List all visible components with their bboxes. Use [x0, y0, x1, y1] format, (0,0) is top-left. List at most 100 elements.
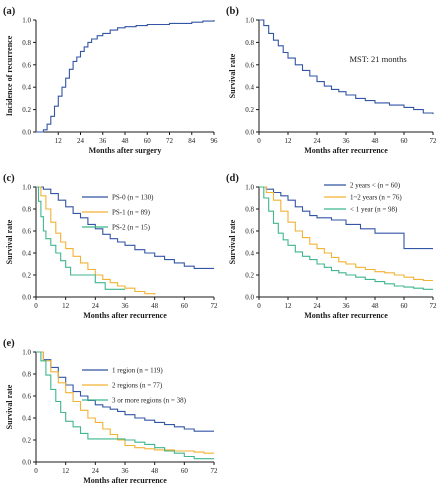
y-axis-title: Incidence of recurrence — [5, 35, 14, 116]
y-axis-title: Survival rate — [228, 53, 237, 98]
legend-label: 1~2 years (n = 76) — [350, 194, 402, 202]
x-tick-label: 24 — [314, 302, 322, 310]
series-line-1 — [259, 19, 434, 115]
y-tick-label: 0.0 — [22, 129, 31, 137]
legend-label: 1 region (n = 119) — [112, 367, 163, 375]
y-tick-label: 0.2 — [245, 106, 254, 114]
y-tick-label: 0.2 — [245, 272, 254, 280]
x-tick-label: 48 — [151, 467, 159, 475]
y-tick-label: 0.4 — [22, 415, 31, 423]
x-axis-title: Months after recurrence — [83, 311, 167, 320]
y-tick-label: 0.2 — [22, 106, 31, 114]
series-line-1 — [36, 351, 214, 432]
series-line-2 — [36, 186, 156, 295]
x-axis-title: Months after recurrence — [304, 311, 388, 320]
series-line-1 — [259, 186, 433, 250]
legend-label: PS-2 (n = 15) — [112, 224, 151, 232]
y-tick-label: 1.0 — [22, 17, 31, 25]
y-tick-label: 1.0 — [22, 184, 31, 192]
panel-e: 0.0 0.2 0.4 0.6 0.8 1.0 0 12 24 36 48 60 72 Months af… — [3, 338, 218, 485]
panel-label: (e) — [3, 338, 15, 349]
x-tick-label: 24 — [314, 137, 322, 145]
x-tick-label: 0 — [257, 302, 261, 310]
series-line-3 — [36, 186, 125, 290]
y-axis-title: Survival rate — [228, 219, 237, 264]
series-line-3 — [259, 186, 433, 290]
y-tick-label: 0.4 — [245, 250, 254, 258]
y-tick-label: 0.0 — [245, 294, 254, 302]
x-tick-label: 72 — [211, 467, 219, 475]
y-tick-label: 1.0 — [245, 17, 254, 25]
panel-label: (b) — [226, 6, 239, 17]
x-tick-label: 12 — [62, 302, 70, 310]
x-tick-label: 0 — [257, 137, 261, 145]
legend-label: PS-1 (n = 89) — [112, 209, 151, 217]
x-tick-label: 48 — [372, 302, 380, 310]
y-tick-label: 1.0 — [22, 349, 31, 357]
legend-label: 3 or more regions (n = 38) — [112, 397, 187, 405]
x-tick-label: 24 — [92, 302, 100, 310]
x-tick-label: 72 — [430, 302, 438, 310]
x-tick-label: 36 — [343, 137, 351, 145]
x-tick-label: 24 — [92, 467, 100, 475]
x-tick-label: 12 — [55, 137, 63, 145]
x-tick-label: 12 — [62, 467, 70, 475]
y-tick-label: 0.0 — [22, 459, 31, 467]
y-tick-label: 0.4 — [245, 84, 254, 92]
x-tick-label: 48 — [151, 302, 159, 310]
legend-label: < 1 year (n = 98) — [350, 206, 398, 214]
x-tick-label: 60 — [181, 302, 189, 310]
x-tick-label: 12 — [285, 302, 293, 310]
x-tick-label: 60 — [401, 137, 409, 145]
x-axis-title: Months after recurrence — [83, 476, 167, 485]
y-tick-label: 0.6 — [22, 393, 31, 401]
annotation: MST: 21 months — [349, 54, 406, 64]
y-tick-label: 0.2 — [22, 437, 31, 445]
x-tick-label: 48 — [122, 137, 130, 145]
y-tick-label: 0.8 — [245, 39, 254, 47]
y-tick-label: 0.0 — [22, 294, 31, 302]
x-tick-label: 48 — [372, 137, 380, 145]
y-axis-title: Survival rate — [5, 219, 14, 264]
x-tick-label: 60 — [401, 302, 409, 310]
panel-b: 0.0 0.2 0.4 0.6 0.8 1.0 0 12 24 36 48 60 72 Months af… — [226, 6, 437, 155]
x-tick-label: 36 — [343, 302, 351, 310]
series-line-2 — [259, 186, 433, 282]
x-axis-title: Months after recurrence — [304, 146, 388, 155]
panel-d: 0.0 0.2 0.4 0.6 0.8 1.0 0 12 24 36 48 60 72 Months af… — [226, 173, 437, 320]
y-tick-label: 0.2 — [22, 272, 31, 280]
x-tick-label: 36 — [122, 302, 130, 310]
panel-label: (d) — [226, 173, 239, 184]
x-tick-label: 72 — [430, 137, 438, 145]
x-tick-label: 36 — [99, 137, 107, 145]
y-axis-title: Survival rate — [5, 384, 14, 429]
y-tick-label: 0.4 — [22, 84, 31, 92]
x-tick-label: 60 — [144, 137, 152, 145]
y-tick-label: 0.6 — [22, 61, 31, 69]
x-tick-label: 96 — [211, 137, 219, 145]
y-tick-label: 1.0 — [245, 184, 254, 192]
panel-c: 0.0 0.2 0.4 0.6 0.8 1.0 0 12 24 36 48 60 72 Months af… — [3, 173, 218, 320]
x-tick-label: 60 — [181, 467, 189, 475]
x-tick-label: 24 — [77, 137, 85, 145]
y-tick-label: 0.8 — [22, 39, 31, 47]
series-line-1 — [36, 20, 215, 133]
x-tick-label: 36 — [122, 467, 130, 475]
x-tick-label: 12 — [285, 137, 293, 145]
y-tick-label: 0.8 — [245, 206, 254, 214]
x-axis-title: Months after surgery — [89, 146, 162, 155]
series-line-1 — [36, 186, 214, 269]
y-tick-label: 0.6 — [245, 228, 254, 236]
y-tick-label: 0.0 — [245, 129, 254, 137]
legend-label: 2 years < (n = 60) — [350, 182, 401, 190]
panel-a: 0.0 0.2 0.4 0.6 0.8 1.0 12 24 36 48 60 72 84 96 Months… — [3, 6, 218, 155]
x-tick-label: 72 — [211, 302, 219, 310]
x-tick-label: 0 — [34, 467, 38, 475]
x-tick-label: 0 — [34, 302, 38, 310]
legend-label: 2 regions (n = 77) — [112, 382, 163, 390]
y-tick-label: 0.6 — [22, 228, 31, 236]
legend-label: PS-0 (n = 130) — [112, 194, 154, 202]
series-line-3 — [36, 351, 214, 460]
x-tick-label: 72 — [166, 137, 174, 145]
